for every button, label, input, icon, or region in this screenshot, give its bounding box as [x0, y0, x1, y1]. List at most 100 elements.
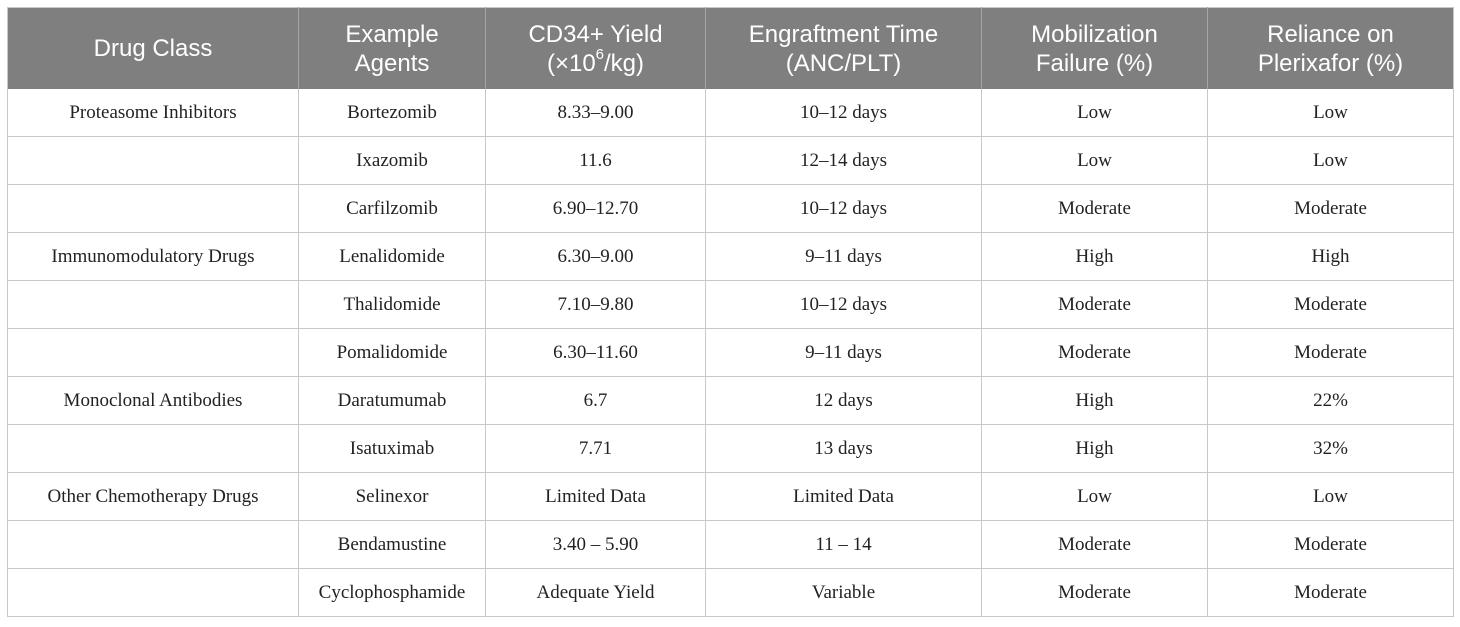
- drug-comparison-table: Drug Class Example Agents CD34+ Yield (×…: [7, 7, 1454, 617]
- cell-drug-class: Monoclonal Antibodies: [7, 376, 299, 425]
- cell-failure: High: [981, 376, 1208, 425]
- header-cd34-line2: (×106/kg): [494, 45, 697, 78]
- cell-failure: High: [981, 232, 1208, 281]
- table-row: Thalidomide 7.10–9.80 10–12 days Moderat…: [7, 280, 1454, 329]
- cell-yield: 6.30–9.00: [485, 232, 706, 281]
- cell-failure: Moderate: [981, 184, 1208, 233]
- cell-drug-class: [7, 184, 299, 233]
- cell-agent: Isatuximab: [298, 424, 486, 473]
- cell-agent: Pomalidomide: [298, 328, 486, 377]
- cell-reliance: Low: [1207, 89, 1454, 137]
- cell-yield: 7.71: [485, 424, 706, 473]
- cell-drug-class: Proteasome Inhibitors: [7, 89, 299, 137]
- cell-engraftment: 10–12 days: [705, 280, 982, 329]
- cell-drug-class: [7, 328, 299, 377]
- header-cd34-yield: CD34+ Yield (×106/kg): [485, 7, 706, 89]
- cell-drug-class: [7, 424, 299, 473]
- cell-failure: Low: [981, 89, 1208, 137]
- header-engraftment-line1: Engraftment Time: [748, 20, 939, 48]
- cell-drug-class: [7, 136, 299, 185]
- header-reliance-line1: Reliance on: [1267, 20, 1394, 48]
- cell-agent: Cyclophosphamide: [298, 568, 486, 617]
- cell-drug-class: Other Chemotherapy Drugs: [7, 472, 299, 521]
- cell-failure: Moderate: [981, 280, 1208, 329]
- cell-reliance: Moderate: [1207, 280, 1454, 329]
- cell-agent: Daratumumab: [298, 376, 486, 425]
- cell-drug-class: [7, 568, 299, 617]
- cell-reliance: Moderate: [1207, 568, 1454, 617]
- header-mobilization-failure: Mobilization Failure (%): [981, 7, 1208, 89]
- cell-yield: 11.6: [485, 136, 706, 185]
- cell-failure: Low: [981, 472, 1208, 521]
- cell-agent: Bendamustine: [298, 520, 486, 569]
- cell-drug-class: [7, 280, 299, 329]
- cell-agent: Carfilzomib: [298, 184, 486, 233]
- cell-yield: Adequate Yield: [485, 568, 706, 617]
- header-example-agents: Example Agents: [298, 7, 486, 89]
- cell-engraftment: 12 days: [705, 376, 982, 425]
- header-cd34-unit-exponent: 6: [595, 45, 605, 63]
- table-body: Proteasome Inhibitors Bortezomib 8.33–9.…: [7, 89, 1454, 617]
- table-row: Other Chemotherapy Drugs Selinexor Limit…: [7, 472, 1454, 521]
- cell-yield: 8.33–9.00: [485, 89, 706, 137]
- data-table-container: Drug Class Example Agents CD34+ Yield (×…: [7, 7, 1454, 617]
- cell-engraftment: 10–12 days: [705, 184, 982, 233]
- cell-failure: Moderate: [981, 568, 1208, 617]
- cell-engraftment: 9–11 days: [705, 232, 982, 281]
- cell-reliance: Moderate: [1207, 520, 1454, 569]
- header-cd34-unit-pre: (×10: [546, 49, 596, 77]
- cell-engraftment: 9–11 days: [705, 328, 982, 377]
- header-engraftment-time: Engraftment Time (ANC/PLT): [705, 7, 982, 89]
- cell-drug-class: Immunomodulatory Drugs: [7, 232, 299, 281]
- cell-agent: Ixazomib: [298, 136, 486, 185]
- header-example-agents-line1: Example: [345, 20, 439, 48]
- cell-yield: 3.40 – 5.90: [485, 520, 706, 569]
- table-row: Proteasome Inhibitors Bortezomib 8.33–9.…: [7, 89, 1454, 137]
- cell-yield: 6.30–11.60: [485, 328, 706, 377]
- cell-reliance: Low: [1207, 136, 1454, 185]
- table-row: Cyclophosphamide Adequate Yield Variable…: [7, 568, 1454, 617]
- cell-reliance: Moderate: [1207, 328, 1454, 377]
- header-drug-class-label: Drug Class: [93, 35, 213, 62]
- cell-failure: Low: [981, 136, 1208, 185]
- table-row: Ixazomib 11.6 12–14 days Low Low: [7, 136, 1454, 185]
- header-reliance-line2: Plerixafor (%): [1257, 49, 1404, 77]
- cell-reliance: 22%: [1207, 376, 1454, 425]
- table-row: Monoclonal Antibodies Daratumumab 6.7 12…: [7, 376, 1454, 425]
- header-cd34-unit-post: /kg): [604, 49, 645, 77]
- cell-failure: High: [981, 424, 1208, 473]
- cell-engraftment: 13 days: [705, 424, 982, 473]
- cell-agent: Bortezomib: [298, 89, 486, 137]
- cell-engraftment: 10–12 days: [705, 89, 982, 137]
- table-row: Immunomodulatory Drugs Lenalidomide 6.30…: [7, 232, 1454, 281]
- cell-failure: Moderate: [981, 328, 1208, 377]
- cell-reliance: Moderate: [1207, 184, 1454, 233]
- header-drug-class: Drug Class: [7, 7, 299, 89]
- cell-engraftment: Limited Data: [705, 472, 982, 521]
- cell-failure: Moderate: [981, 520, 1208, 569]
- table-header: Drug Class Example Agents CD34+ Yield (×…: [7, 7, 1454, 89]
- table-row: Isatuximab 7.71 13 days High 32%: [7, 424, 1454, 473]
- cell-yield: Limited Data: [485, 472, 706, 521]
- header-engraftment-line2: (ANC/PLT): [785, 49, 902, 77]
- header-row: Drug Class Example Agents CD34+ Yield (×…: [7, 7, 1454, 89]
- cell-agent: Selinexor: [298, 472, 486, 521]
- cell-reliance: High: [1207, 232, 1454, 281]
- header-example-agents-line2: Agents: [354, 49, 430, 77]
- cell-agent: Lenalidomide: [298, 232, 486, 281]
- header-reliance-plerixafor: Reliance on Plerixafor (%): [1207, 7, 1454, 89]
- cell-engraftment: 12–14 days: [705, 136, 982, 185]
- cell-engraftment: Variable: [705, 568, 982, 617]
- cell-reliance: 32%: [1207, 424, 1454, 473]
- cell-yield: 7.10–9.80: [485, 280, 706, 329]
- header-mobilization-line1: Mobilization: [1031, 20, 1158, 48]
- cell-engraftment: 11 – 14: [705, 520, 982, 569]
- cell-yield: 6.90–12.70: [485, 184, 706, 233]
- header-cd34-line1: CD34+ Yield: [528, 20, 663, 48]
- table-row: Bendamustine 3.40 – 5.90 11 – 14 Moderat…: [7, 520, 1454, 569]
- cell-drug-class: [7, 520, 299, 569]
- cell-yield: 6.7: [485, 376, 706, 425]
- cell-agent: Thalidomide: [298, 280, 486, 329]
- table-row: Pomalidomide 6.30–11.60 9–11 days Modera…: [7, 328, 1454, 377]
- header-mobilization-line2: Failure (%): [1035, 49, 1154, 77]
